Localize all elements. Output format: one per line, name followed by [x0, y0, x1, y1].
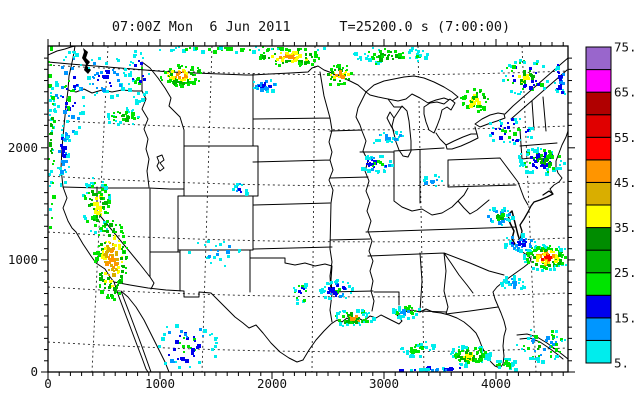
state-borders-east	[365, 96, 558, 315]
x-tick-label: 0	[44, 376, 52, 391]
echo-region-west-edge-stripe	[48, 46, 56, 229]
us-mexico-border	[113, 281, 304, 363]
x-tick-label: 3000	[369, 376, 399, 391]
echo-region-new-mexico-scatter	[188, 240, 241, 267]
colorbar-tick-label: 65.	[614, 85, 637, 100]
echo-region-louisiana-coast	[335, 309, 376, 327]
echo-region-arkansas-louisiana	[319, 279, 354, 300]
y-tick-label: 1000	[8, 252, 38, 267]
lake-ontario	[474, 112, 506, 128]
lake-huron	[423, 98, 456, 134]
reflectivity-echoes	[48, 46, 567, 372]
echo-region-florida-straits	[496, 358, 518, 372]
echo-region-sierra-south	[93, 220, 128, 301]
latlon-grid	[48, 46, 568, 372]
plot-frame	[47, 45, 569, 373]
echo-region-bahamas-scatter	[516, 329, 566, 364]
echo-region-id-panhandle	[128, 50, 150, 105]
green-bay	[386, 111, 395, 132]
echo-region-top-edge-stripe	[159, 46, 326, 54]
axis-tick-labels: 0 1000 2000 3000 4000 0 1000 2000	[8, 140, 511, 391]
echo-region-atlantic-storm	[523, 244, 567, 272]
echo-region-mexico-northwest	[158, 324, 218, 369]
echo-region-kansas-speck	[232, 183, 249, 196]
echo-region-gulf-streak	[400, 341, 436, 358]
baja-peninsula	[113, 281, 170, 372]
colorbar-tick-label: 25.	[614, 265, 637, 280]
us-canada-border	[48, 61, 367, 93]
echo-region-montana-dakota-top	[259, 47, 320, 67]
lake-superior	[365, 75, 459, 104]
echo-region-central-idaho	[107, 107, 140, 126]
x-tick-label: 4000	[481, 376, 511, 391]
puget-sound	[82, 48, 91, 74]
x-tick-label: 2000	[257, 376, 287, 391]
echo-region-wa-inland	[87, 57, 127, 99]
detroit-river	[435, 126, 478, 146]
colorbar-tick-label: 55.	[614, 130, 637, 145]
echo-region-atlantic-fringe	[504, 233, 536, 253]
echo-region-ontario-blob	[460, 88, 489, 113]
state-borders-midwest	[329, 91, 469, 312]
echo-region-quebec-blobs	[501, 59, 549, 95]
echo-region-north-minnesota	[327, 64, 353, 86]
y-tick-label: 2000	[8, 140, 38, 155]
echo-region-canada-border-band	[353, 47, 429, 65]
state-borders-plains	[249, 71, 334, 323]
echo-region-wisconsin-streak	[373, 131, 404, 144]
plot-title: 07:00Z Mon 6 Jun 2011 T=25200.0 s (7:00:…	[111, 19, 511, 35]
great-salt-lake	[156, 154, 165, 172]
echo-region-texas-speck	[293, 283, 308, 305]
echo-region-ohio-specks	[423, 174, 443, 187]
colorbar-labels: 75. 65. 55. 45. 35. 25. 15. 5.	[614, 40, 637, 371]
echo-region-wa-coast	[52, 51, 85, 142]
colorbar-tick-label: 35.	[614, 220, 637, 235]
echo-region-maine-edge	[554, 64, 566, 95]
vancouver-island-coast	[48, 46, 76, 56]
colorbar	[585, 46, 612, 364]
echo-region-gulf-blob	[450, 345, 492, 368]
x-tick-label: 1000	[145, 376, 175, 391]
echo-region-virginia-arc	[487, 207, 515, 226]
echo-region-newengland-ny	[489, 118, 534, 145]
echo-region-montana-dakota-blue	[253, 79, 277, 93]
colorbar-tick-label: 75.	[614, 40, 637, 55]
echo-region-nw-montana	[160, 64, 202, 88]
colorbar-tick-label: 5.	[614, 356, 629, 371]
echo-region-iowa-blob	[361, 155, 394, 174]
echo-region-sierra-north	[82, 177, 111, 234]
echo-region-nj-offshore	[518, 147, 566, 176]
colorbar-tick-label: 45.	[614, 175, 637, 190]
y-tick-label: 0	[30, 364, 38, 379]
echo-region-nc-coast	[500, 275, 526, 290]
colorbar-tick-label: 15.	[614, 310, 637, 325]
echo-region-oregon-coast	[57, 120, 71, 187]
lake-erie	[445, 133, 479, 150]
axis-ticks	[41, 39, 575, 379]
echo-region-gulf-bottom-line	[399, 366, 461, 372]
echo-region-delta-east	[392, 305, 421, 320]
